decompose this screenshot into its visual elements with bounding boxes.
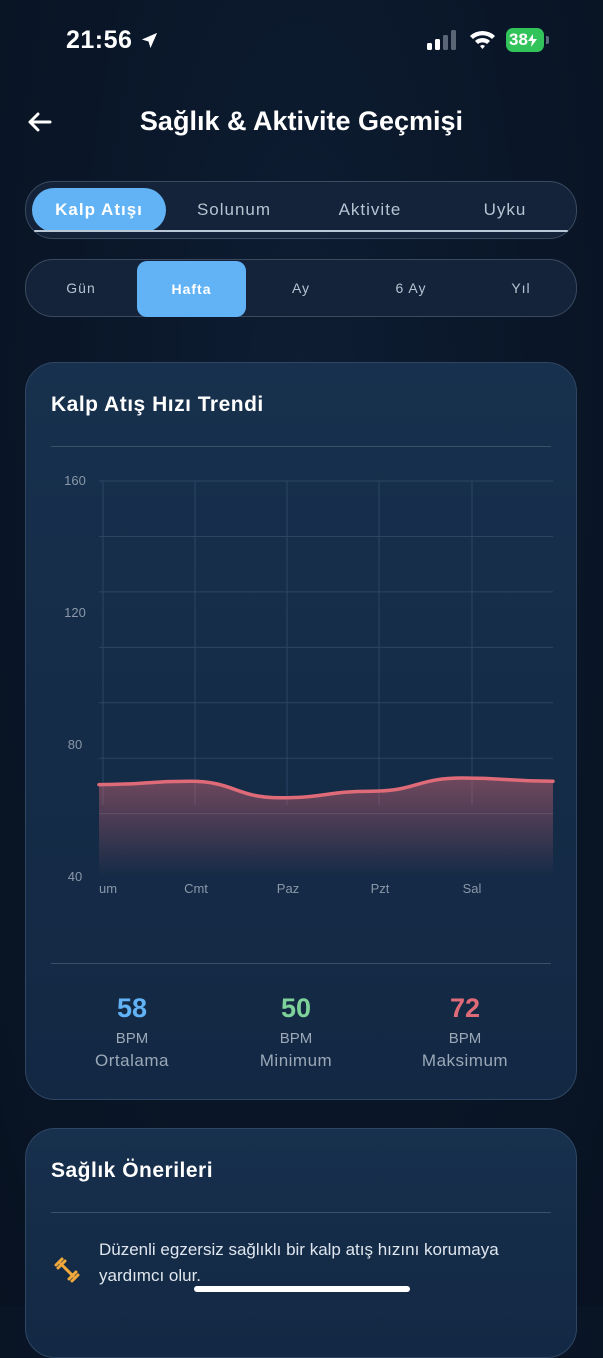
charging-bolt-icon	[527, 33, 537, 47]
card-divider	[51, 1212, 551, 1213]
card-divider-bottom	[51, 963, 551, 964]
range-tabs: Gün Hafta Ay 6 Ay Yıl	[25, 259, 577, 317]
card-title: Kalp Atış Hızı Trendi	[51, 393, 264, 416]
stat-minimum-label: Minimum	[259, 1051, 333, 1070]
tip-text: Düzenli egzersiz sağlıklı bir kalp atış …	[99, 1240, 499, 1285]
heart-rate-trend-card: Kalp Atış Hızı Trendi 160 120 80 40 um Cmt Paz…	[25, 362, 577, 1100]
stat-maximum-unit: BPM	[448, 1030, 482, 1047]
status-time: 21:56	[66, 26, 133, 54]
range-week[interactable]: Hafta	[137, 261, 246, 317]
x-tick-label: Paz	[277, 881, 299, 896]
status-bar: 21:56 38	[0, 0, 603, 82]
wifi-icon	[470, 30, 495, 49]
stat-minimum-unit: BPM	[279, 1030, 313, 1047]
range-6-months[interactable]: 6 Ay	[395, 280, 427, 296]
health-tips-card: Sağlık Önerileri Düzenli egzersiz sağlık…	[25, 1128, 577, 1358]
stat-maximum: 72 BPM Maksimum	[385, 993, 545, 1071]
stat-maximum-value: 72	[449, 993, 481, 1023]
back-arrow-icon[interactable]	[22, 104, 58, 140]
series-line	[97, 776, 555, 800]
metric-tabs: Kalp Atışı Solunum Aktivite Uyku	[25, 181, 577, 239]
heart-rate-chart: 160 120 80 40 um Cmt Paz Pzt Sal	[64, 473, 555, 896]
x-tick-label: Cmt	[184, 881, 208, 896]
header: Sağlık & Aktivite Geçmişi	[0, 96, 603, 152]
y-tick-label: 40	[68, 869, 82, 884]
y-tick-label: 80	[68, 737, 82, 752]
tab-respiration[interactable]: Solunum	[196, 200, 272, 219]
stat-average-label: Ortalama	[95, 1051, 169, 1070]
x-tick-label: Sal	[463, 881, 482, 896]
home-indicator	[194, 1286, 410, 1292]
range-month[interactable]: Ay	[291, 280, 311, 296]
dumbbell-icon	[54, 1257, 80, 1283]
stat-average-unit: BPM	[115, 1030, 149, 1047]
x-tick-label: um	[99, 881, 117, 896]
stat-maximum-label: Maksimum	[421, 1051, 509, 1070]
tab-underline	[34, 230, 568, 232]
stat-minimum: 50 BPM Minimum	[216, 993, 376, 1071]
range-year[interactable]: Yıl	[511, 280, 531, 296]
card-title: Sağlık Önerileri	[51, 1159, 214, 1182]
battery-indicator: 38	[506, 28, 550, 52]
stat-minimum-value: 50	[280, 993, 312, 1023]
tab-sleep[interactable]: Uyku	[483, 200, 527, 219]
stat-average: 58 BPM Ortalama	[52, 993, 212, 1071]
cellular-signal-icon	[427, 30, 456, 50]
series-area	[99, 778, 553, 877]
card-divider-top	[51, 446, 551, 447]
tab-activity[interactable]: Aktivite	[338, 200, 402, 219]
location-arrow-icon	[141, 32, 158, 49]
tab-heart-rate[interactable]: Kalp Atışı	[32, 188, 166, 232]
x-tick-label: Pzt	[371, 881, 390, 896]
y-tick-label: 160	[64, 473, 86, 488]
y-tick-label: 120	[64, 605, 86, 620]
battery-level: 38	[506, 28, 544, 52]
range-day[interactable]: Gün	[66, 280, 96, 296]
stat-average-value: 58	[116, 993, 148, 1023]
page-title: Sağlık & Aktivite Geçmişi	[139, 106, 464, 136]
